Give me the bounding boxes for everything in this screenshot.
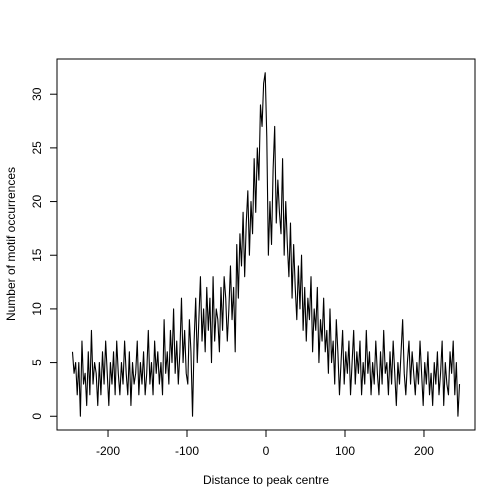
x-tick-label: 200 [414,444,434,458]
y-tick-label: 20 [30,195,44,209]
data-line [71,72,461,417]
y-axis-label: Number of motif occurrences [4,167,18,321]
y-tick-label: 30 [30,87,44,101]
y-tick-label: 25 [30,141,44,155]
y-tick-label: 15 [30,248,44,262]
x-tick-label: -100 [175,444,199,458]
y-tick-label: 0 [30,413,44,420]
x-tick-label: 100 [335,444,355,458]
y-tick-label: 5 [30,359,44,366]
y-tick-label: 10 [30,302,44,316]
x-tick-label: -200 [96,444,120,458]
x-tick-label: 0 [263,444,270,458]
x-axis-label: Distance to peak centre [203,473,329,487]
